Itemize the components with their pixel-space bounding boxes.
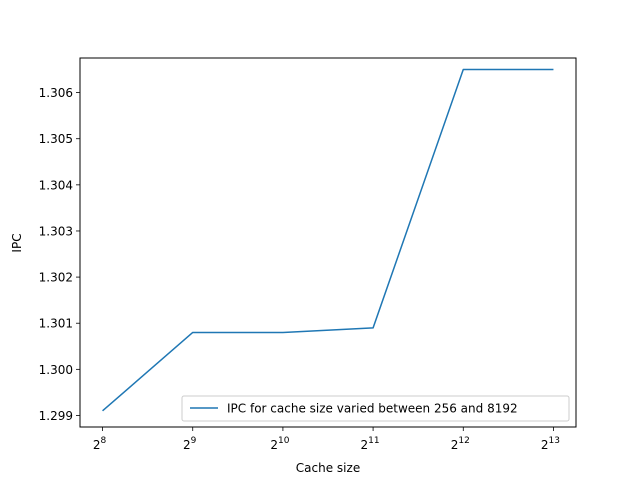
legend-box	[181, 395, 570, 422]
legend-entry-label: IPC for cache size varied between 256 an…	[227, 402, 518, 416]
y-tick-label: 1.306	[39, 86, 73, 100]
x-tick-label: 29	[183, 436, 197, 452]
x-axis-label: Cache size	[296, 461, 360, 475]
y-tick-label: 1.299	[39, 409, 73, 423]
y-tick-label: 1.305	[39, 132, 73, 146]
y-tick-label: 1.304	[39, 178, 73, 192]
y-axis-label: IPC	[10, 233, 24, 252]
plot-frame	[79, 57, 577, 428]
x-tick-label: 212	[451, 436, 470, 452]
series-line-0	[102, 68, 554, 412]
plot-background	[80, 58, 576, 427]
y-tick-label: 1.302	[39, 271, 73, 285]
legend: IPC for cache size varied between 256 an…	[181, 395, 570, 422]
y-tick-label: 1.303	[39, 224, 73, 238]
x-tick-label: 211	[361, 436, 380, 452]
x-tick-label: 213	[541, 436, 560, 452]
y-tick-label: 1.301	[39, 317, 73, 331]
x-tick-label: 210	[270, 436, 289, 452]
y-tick-label: 1.300	[39, 363, 73, 377]
x-tick-label: 28	[93, 436, 107, 452]
